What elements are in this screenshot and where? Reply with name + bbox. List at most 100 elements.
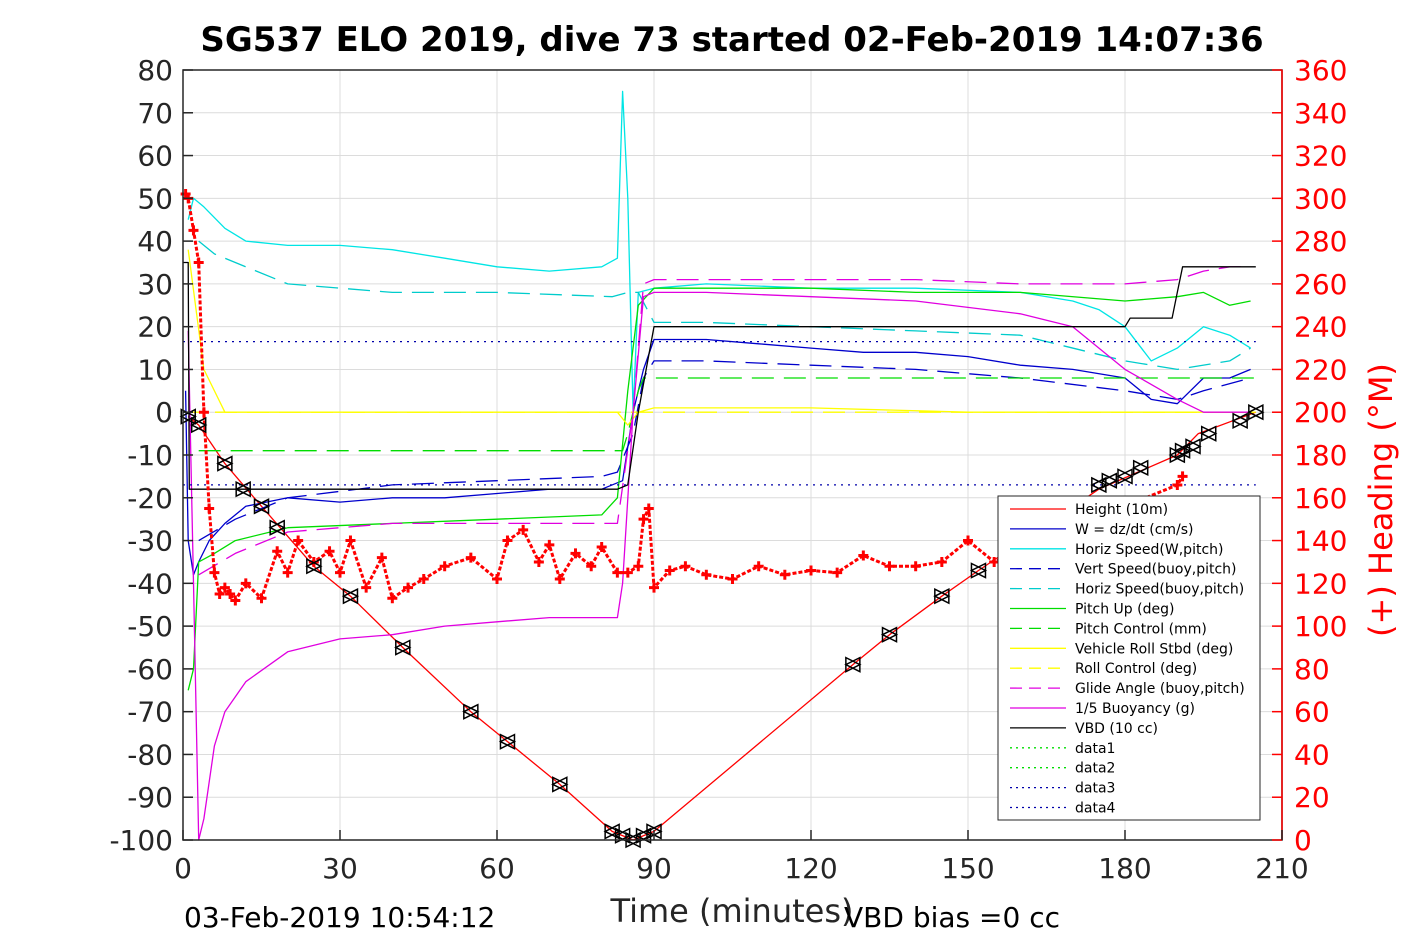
legend-entry: Height (10m) [1075, 502, 1168, 518]
heading-marker [701, 569, 712, 580]
y-right-tick-label: 120 [1294, 567, 1347, 600]
height-marker [1090, 476, 1108, 494]
height-marker [1173, 442, 1192, 459]
heading-marker [963, 535, 973, 546]
height-marker [234, 481, 252, 498]
heading-marker [293, 535, 304, 546]
series-line-11 [183, 261, 1256, 490]
y-right-tick-label: 220 [1294, 353, 1347, 386]
series-line-9 [198, 266, 1251, 576]
heading-marker [387, 593, 398, 604]
height-marker [1184, 438, 1202, 455]
y-tick-label: 80 [137, 54, 173, 87]
y-right-tick-label: 100 [1294, 610, 1347, 643]
heading-marker [256, 593, 267, 604]
heading-marker [649, 582, 659, 593]
y-right-tick-label: 160 [1294, 482, 1347, 515]
heading-marker [554, 574, 565, 585]
height-marker [394, 639, 412, 656]
y-tick-label: -30 [127, 525, 173, 558]
series-line-4 [198, 240, 1251, 371]
footer-timestamp: 03-Feb-2019 10:54:12 [184, 901, 495, 934]
y-right-tick-label: 40 [1294, 738, 1330, 771]
legend-entry: Horiz Speed(buoy,pitch) [1075, 582, 1244, 598]
heading-marker [806, 565, 816, 576]
y-right-tick-label: 0 [1294, 824, 1312, 857]
height-marker [603, 823, 621, 840]
y-tick-label: 0 [155, 396, 173, 429]
heading-marker [622, 567, 633, 578]
y-right-tick-label: 60 [1294, 696, 1330, 729]
x-tick-label: 30 [322, 852, 358, 885]
x-axis-label: Time (minutes) [610, 892, 854, 930]
legend-entry: Pitch Up (deg) [1075, 602, 1174, 618]
heading-marker [680, 561, 691, 572]
heading-marker [884, 561, 895, 572]
heading-marker [753, 561, 764, 572]
height-marker [844, 656, 862, 673]
y-right-tick-label: 260 [1294, 268, 1347, 301]
y-right-tick-label: 340 [1294, 97, 1347, 130]
height-marker [1231, 412, 1249, 429]
y-tick-label: -90 [127, 781, 173, 814]
height-marker [634, 827, 653, 844]
y-right-tick-label: 320 [1294, 140, 1347, 173]
heading-marker [832, 567, 843, 578]
y-right-tick-label: 240 [1294, 311, 1347, 344]
x-tick-label: 120 [784, 852, 837, 885]
legend-entry: Vert Speed(buoy,pitch) [1075, 562, 1237, 578]
heading-marker [188, 225, 199, 236]
heading-marker [376, 552, 387, 563]
y-tick-label: 20 [137, 311, 173, 344]
y-right-tick-label: 300 [1294, 182, 1347, 215]
y-right-tick-label: 280 [1294, 225, 1347, 258]
y-tick-label: 50 [137, 182, 173, 215]
heading-marker [418, 574, 429, 585]
heading-marker [502, 535, 513, 546]
height-marker [1132, 459, 1150, 477]
y-tick-label: -80 [127, 738, 173, 771]
legend-entry: VBD (10 cc) [1075, 721, 1158, 737]
heading-marker [858, 550, 869, 561]
heading-marker [544, 539, 555, 550]
legend: Height (10m) W = dz/dt (cm/s) Horiz Speed(… [997, 495, 1261, 821]
y-right-tick-label: 180 [1294, 439, 1347, 472]
height-marker [341, 587, 360, 605]
markers-layer [179, 189, 1265, 849]
heading-marker [204, 503, 215, 514]
y-tick-label: -100 [109, 824, 173, 857]
legend-entry: data3 [1075, 781, 1115, 797]
x-tick-label: 210 [1255, 852, 1308, 885]
x-tick-label: 60 [479, 852, 515, 885]
heading-marker [664, 565, 675, 576]
heading-marker [282, 567, 293, 578]
legend-entry: W = dz/dt (cm/s) [1075, 522, 1194, 538]
y-axis-left-ticks: 80 70 60 50 40 30 20 10 0 -10 -20 -30 -40 -50 -60 -70 -8… [109, 54, 193, 857]
height-marker [613, 827, 632, 844]
height-marker [551, 776, 569, 793]
legend-entry: Roll Control (deg) [1075, 661, 1197, 677]
legend-entry: data2 [1075, 761, 1115, 777]
heading-marker [219, 582, 230, 593]
y-right-tick-label: 80 [1294, 653, 1330, 686]
footer-vbd-bias: VBD bias =0 cc [844, 901, 1060, 934]
y-tick-label: -10 [127, 439, 173, 472]
series-line-6 [198, 377, 1256, 452]
legend-entry: Vehicle Roll Stbd (deg) [1075, 641, 1233, 657]
height-marker [252, 498, 271, 515]
heading-marker [586, 561, 597, 572]
x-tick-label: 180 [1098, 852, 1151, 885]
x-tick-label: 150 [941, 852, 994, 885]
y-tick-label: 60 [137, 140, 173, 173]
heading-marker [193, 257, 204, 268]
y-axis-right-ticks: 3603403203002802602402202001801601401201… [1272, 54, 1347, 857]
y-right-tick-label: 360 [1294, 54, 1347, 87]
height-marker [268, 519, 286, 536]
heading-marker [198, 407, 209, 418]
heading-marker [324, 546, 335, 557]
heading-marker [272, 546, 283, 557]
heading-marker [533, 556, 544, 567]
heading-marker [439, 561, 450, 572]
heading-marker [225, 589, 236, 600]
heading-marker [492, 574, 502, 585]
